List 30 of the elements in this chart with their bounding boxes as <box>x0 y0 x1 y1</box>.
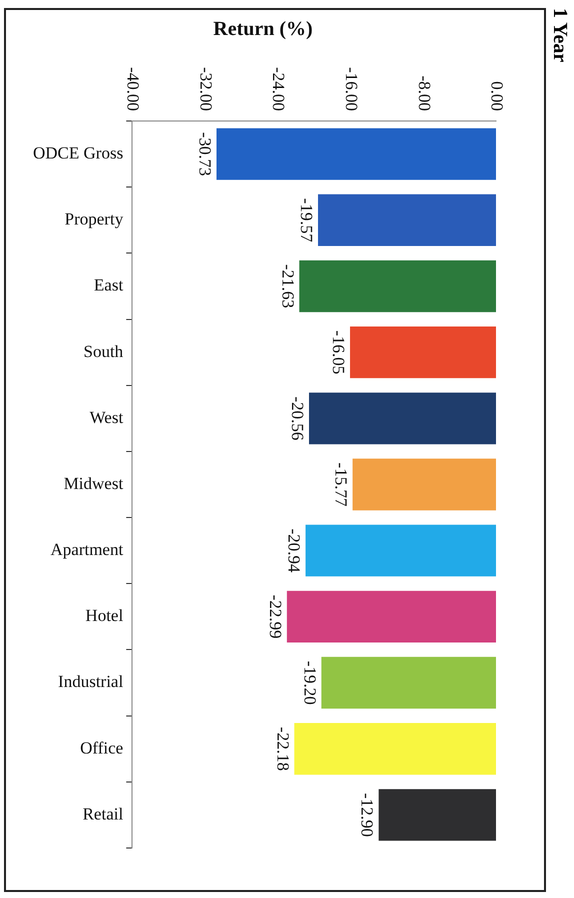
y-tick-label: Property <box>64 210 124 229</box>
data-label: -19.57 <box>297 198 316 243</box>
text: 1 Year <box>548 8 571 62</box>
data-label: -20.94 <box>284 528 304 574</box>
y-tick-label: Hotel <box>85 606 124 626</box>
x-tick-label: -24.00 <box>269 67 288 111</box>
data-label: -21.63 <box>278 264 298 308</box>
x-tick-label: -32.00 <box>196 67 216 111</box>
data-label: -22.99 <box>266 594 285 639</box>
y-tick-label: Office <box>80 738 124 758</box>
y-tick-label: South <box>84 342 124 361</box>
data-label: -19.20 <box>300 660 320 705</box>
y-tick-label: Retail <box>82 804 124 824</box>
x-tick-label: -16.00 <box>342 67 362 111</box>
chart-title: Return (%) <box>213 18 313 40</box>
data-label: -12.90 <box>358 792 377 837</box>
y-tick-label: Apartment <box>50 540 124 560</box>
data-label: -15.77 <box>332 462 351 507</box>
data-label: -30.73 <box>196 132 215 176</box>
x-tick-label: -40.00 <box>124 67 143 111</box>
y-tick-label: West <box>90 408 124 427</box>
y-tick-label: ODCE Gross <box>32 144 124 163</box>
y-tick-label: East <box>94 276 124 295</box>
x-tick-label: 0.00 <box>488 81 507 111</box>
data-label: -20.56 <box>288 396 308 440</box>
y-tick-label: Industrial <box>58 672 124 692</box>
data-label: -22.18 <box>273 726 292 771</box>
data-label: -16.05 <box>329 330 348 374</box>
x-tick-label: -8.00 <box>414 76 434 111</box>
y-tick-label: Midwest <box>64 474 124 493</box>
